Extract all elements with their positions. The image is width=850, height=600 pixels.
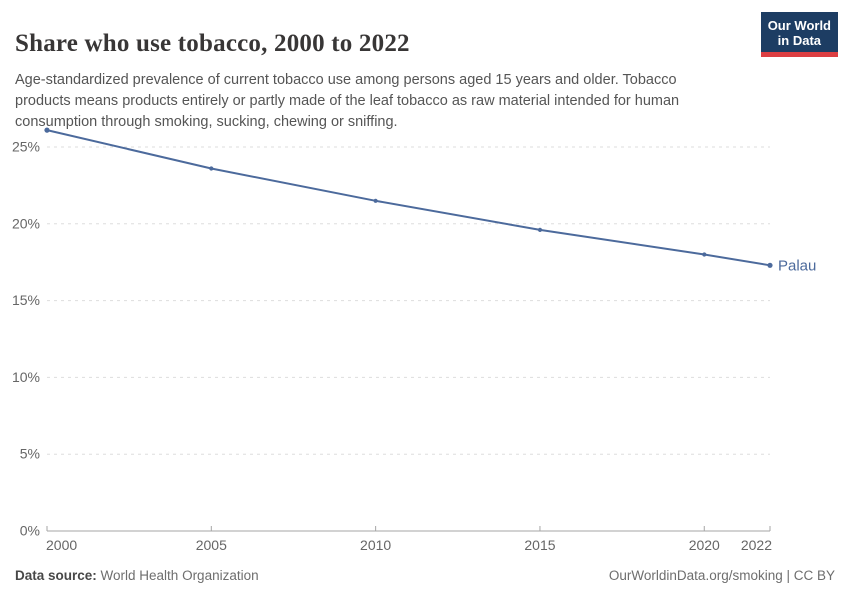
x-tick-label: 2000 [46,537,77,553]
x-tick-label: 2010 [360,537,391,553]
y-tick-label: 0% [20,523,40,539]
x-tick-label: 2005 [196,537,227,553]
x-tick-label: 2015 [524,537,555,553]
y-tick-label: 5% [20,446,40,462]
data-point[interactable] [537,227,543,232]
chart-subtitle: Age-standardized prevalence of current t… [15,71,680,130]
data-point[interactable] [702,252,707,257]
data-source-value: World Health Organization [96,568,259,583]
owid-logo[interactable]: Our World in Data [760,12,838,57]
data-point[interactable] [767,262,773,268]
y-tick-label: 25% [12,139,40,155]
data-point[interactable] [373,198,378,203]
owid-logo-line2: in Data [777,33,822,48]
owid-license-link[interactable]: OurWorldinData.org/smoking | CC BY [608,568,835,583]
chart-footer: Data source: World Health Organization O… [15,568,835,583]
x-tick-label: 2022 [741,537,772,553]
entity-label[interactable]: Palau [778,257,816,274]
y-tick-label: 20% [12,215,40,231]
data-point[interactable] [44,127,50,133]
data-source-label: Data source: [15,568,97,583]
page-title: Share who use tobacco, 2000 to 2022 [15,29,410,57]
data-line[interactable] [46,129,771,267]
data-point[interactable] [209,166,214,171]
y-tick-label: 15% [12,292,40,308]
y-tick-label: 10% [12,369,40,385]
owid-logo-line1: Our World [767,18,831,33]
data-source: Data source: World Health Organization [15,568,259,583]
x-tick-label: 2020 [689,537,720,553]
